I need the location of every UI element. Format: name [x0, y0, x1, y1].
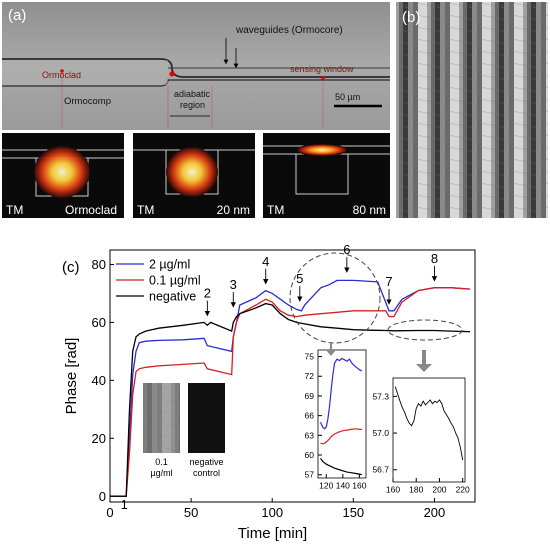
x-tick-label: 160 [352, 481, 366, 491]
y-tick-label: 75 [305, 352, 315, 362]
y-tick-label: 20 [92, 431, 106, 446]
adiabatic-marker [169, 71, 175, 77]
step-label-5: 5 [296, 271, 303, 286]
zoom-arrow-1 [326, 342, 336, 356]
step-label-8: 8 [431, 251, 438, 266]
inset-image-sample: 0.1 µg/ml [143, 383, 180, 478]
mode-3-tm: TM [267, 203, 284, 217]
series-line-1 [320, 428, 362, 445]
series-line-2 [110, 302, 471, 497]
step-label-3: 3 [230, 277, 237, 292]
zoom-ellipse [387, 319, 463, 341]
plot-frame [109, 249, 476, 503]
x-tick-label: 0 [106, 505, 113, 520]
y-tick-label: 57.0 [372, 428, 389, 438]
sensing-window-label: sensing window [290, 64, 354, 74]
inset-chart-2: 160 180 200 220 56.7 57.0 57.3 [372, 377, 470, 495]
step-label-4: 4 [262, 254, 269, 269]
inset-image-control-label-1: negative [189, 457, 223, 467]
inset-chart-1: 120 140 160 57 60 63 66 69 72 75 [305, 349, 367, 491]
plot-frame [317, 349, 367, 479]
y-tick-label: 60 [305, 450, 315, 460]
mode-profile-1: TM Ormoclad [2, 133, 124, 218]
series-line-0 [319, 357, 363, 430]
y-tick-label: 80 [92, 257, 106, 272]
series-line-1 [110, 287, 471, 497]
legend-label-0: 2 µg/ml [149, 258, 190, 272]
ormocomp-label: Ormocomp [64, 96, 111, 107]
x-axis-label: Time [min] [238, 525, 307, 542]
inset-image-sample-label-2: µg/ml [150, 468, 172, 478]
mode-2-tm: TM [137, 203, 154, 217]
y-tick-label: 56.7 [372, 465, 389, 475]
y-tick-label: 69 [305, 391, 315, 401]
y-tick-label: 0 [99, 489, 106, 504]
waveguides-label: waveguides (Ormocore) [235, 25, 343, 36]
scale-label: 50 µm [335, 92, 360, 102]
y-tick-label: 40 [92, 373, 106, 388]
panel-label-b: (b) [402, 9, 420, 26]
ormoclad-region [2, 60, 168, 85]
ormoclad-label: Ormoclad [42, 70, 81, 80]
step-label-1: 1 [121, 497, 128, 512]
plot-area [318, 350, 366, 478]
zoom-arrow-2 [416, 350, 432, 372]
series-line-0 [110, 279, 471, 497]
step-label-2: 2 [204, 286, 211, 301]
micrograph-background [2, 2, 390, 130]
series-line-2 [320, 457, 363, 476]
x-tick-label: 200 [432, 485, 446, 495]
x-tick-label: 100 [261, 505, 283, 520]
inset-image-sample-label-1: 0.1 [155, 457, 168, 467]
zoom-circle [289, 252, 381, 344]
y-tick-label: 60 [92, 315, 106, 330]
adiabatic-label-2: region [180, 100, 205, 110]
x-tick-label: 220 [456, 485, 470, 495]
mode-profile-3: TM 80 nm [263, 133, 390, 218]
waveguide-lower [2, 79, 390, 87]
y-tick-label: 63 [305, 430, 315, 440]
inset-image-control-label-2: control [193, 468, 220, 478]
inset-image-control: negative control [188, 383, 225, 478]
y-tick-label: 72 [305, 371, 315, 381]
x-tick-label: 140 [336, 481, 350, 491]
fringe-panel: (b) [396, 2, 548, 218]
x-tick-label: 50 [184, 505, 198, 520]
adiabatic-label-1: adiabatic [174, 89, 211, 99]
mode-2-label: 20 nm [217, 203, 250, 217]
legend-label-2: negative [149, 290, 196, 304]
plot-area [393, 378, 465, 482]
plot-frame [392, 377, 466, 483]
step-label-6: 6 [343, 242, 350, 257]
y-axis-label: Phase [rad] [63, 338, 80, 415]
y-tick-label: 57.3 [372, 391, 389, 401]
x-tick-label: 120 [319, 481, 333, 491]
legend-label-1: 0.1 µg/ml [149, 274, 201, 288]
x-tick-label: 180 [409, 485, 423, 495]
panel-label-a: (a) [8, 7, 26, 24]
mode-profile-2: TM 20 nm [133, 133, 255, 218]
series-line-0 [394, 386, 464, 461]
panel-label-c: (c) [62, 259, 80, 276]
micrograph-panel: (a) waveguides (Ormocore) Ormoclad Ormoc… [2, 2, 390, 130]
x-tick-label: 200 [424, 505, 446, 520]
mode-3-label: 80 nm [353, 203, 386, 217]
fringe-image [396, 2, 548, 218]
main-chart: 0 50 100 150 200 0 20 40 60 80 Time [min] Phase [ra… [63, 242, 476, 542]
mode-1-tm: TM [6, 203, 23, 217]
step-label-7: 7 [385, 274, 392, 289]
y-tick-label: 66 [305, 411, 315, 421]
x-tick-label: 160 [386, 485, 400, 495]
x-tick-label: 150 [342, 505, 364, 520]
y-tick-label: 57 [305, 470, 315, 480]
mode-1-label: Ormoclad [65, 203, 117, 217]
